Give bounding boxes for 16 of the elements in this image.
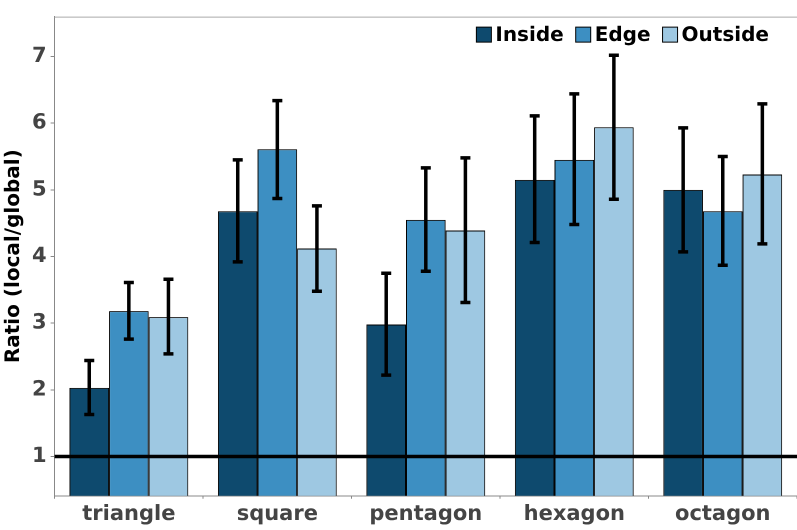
legend-label: Outside: [682, 22, 770, 46]
y-axis-title: Ratio (local/global): [0, 149, 24, 364]
y-tick-label: 5: [32, 176, 47, 200]
legend-label: Edge: [594, 22, 651, 46]
y-tick-label: 1: [32, 442, 47, 467]
x-tick-label: hexagon: [524, 500, 625, 525]
y-tick-label: 6: [32, 110, 47, 134]
legend-label: Inside: [495, 22, 564, 46]
x-tick-label: triangle: [82, 500, 176, 525]
x-tick-label: pentagon: [369, 500, 482, 525]
y-tick-label: 4: [32, 242, 47, 267]
x-tick-label: square: [236, 500, 318, 525]
y-tick-label: 7: [32, 43, 47, 68]
x-tick-label: octagon: [675, 500, 771, 525]
y-tick-label: 3: [32, 310, 47, 334]
y-tick-label: 2: [32, 376, 47, 400]
